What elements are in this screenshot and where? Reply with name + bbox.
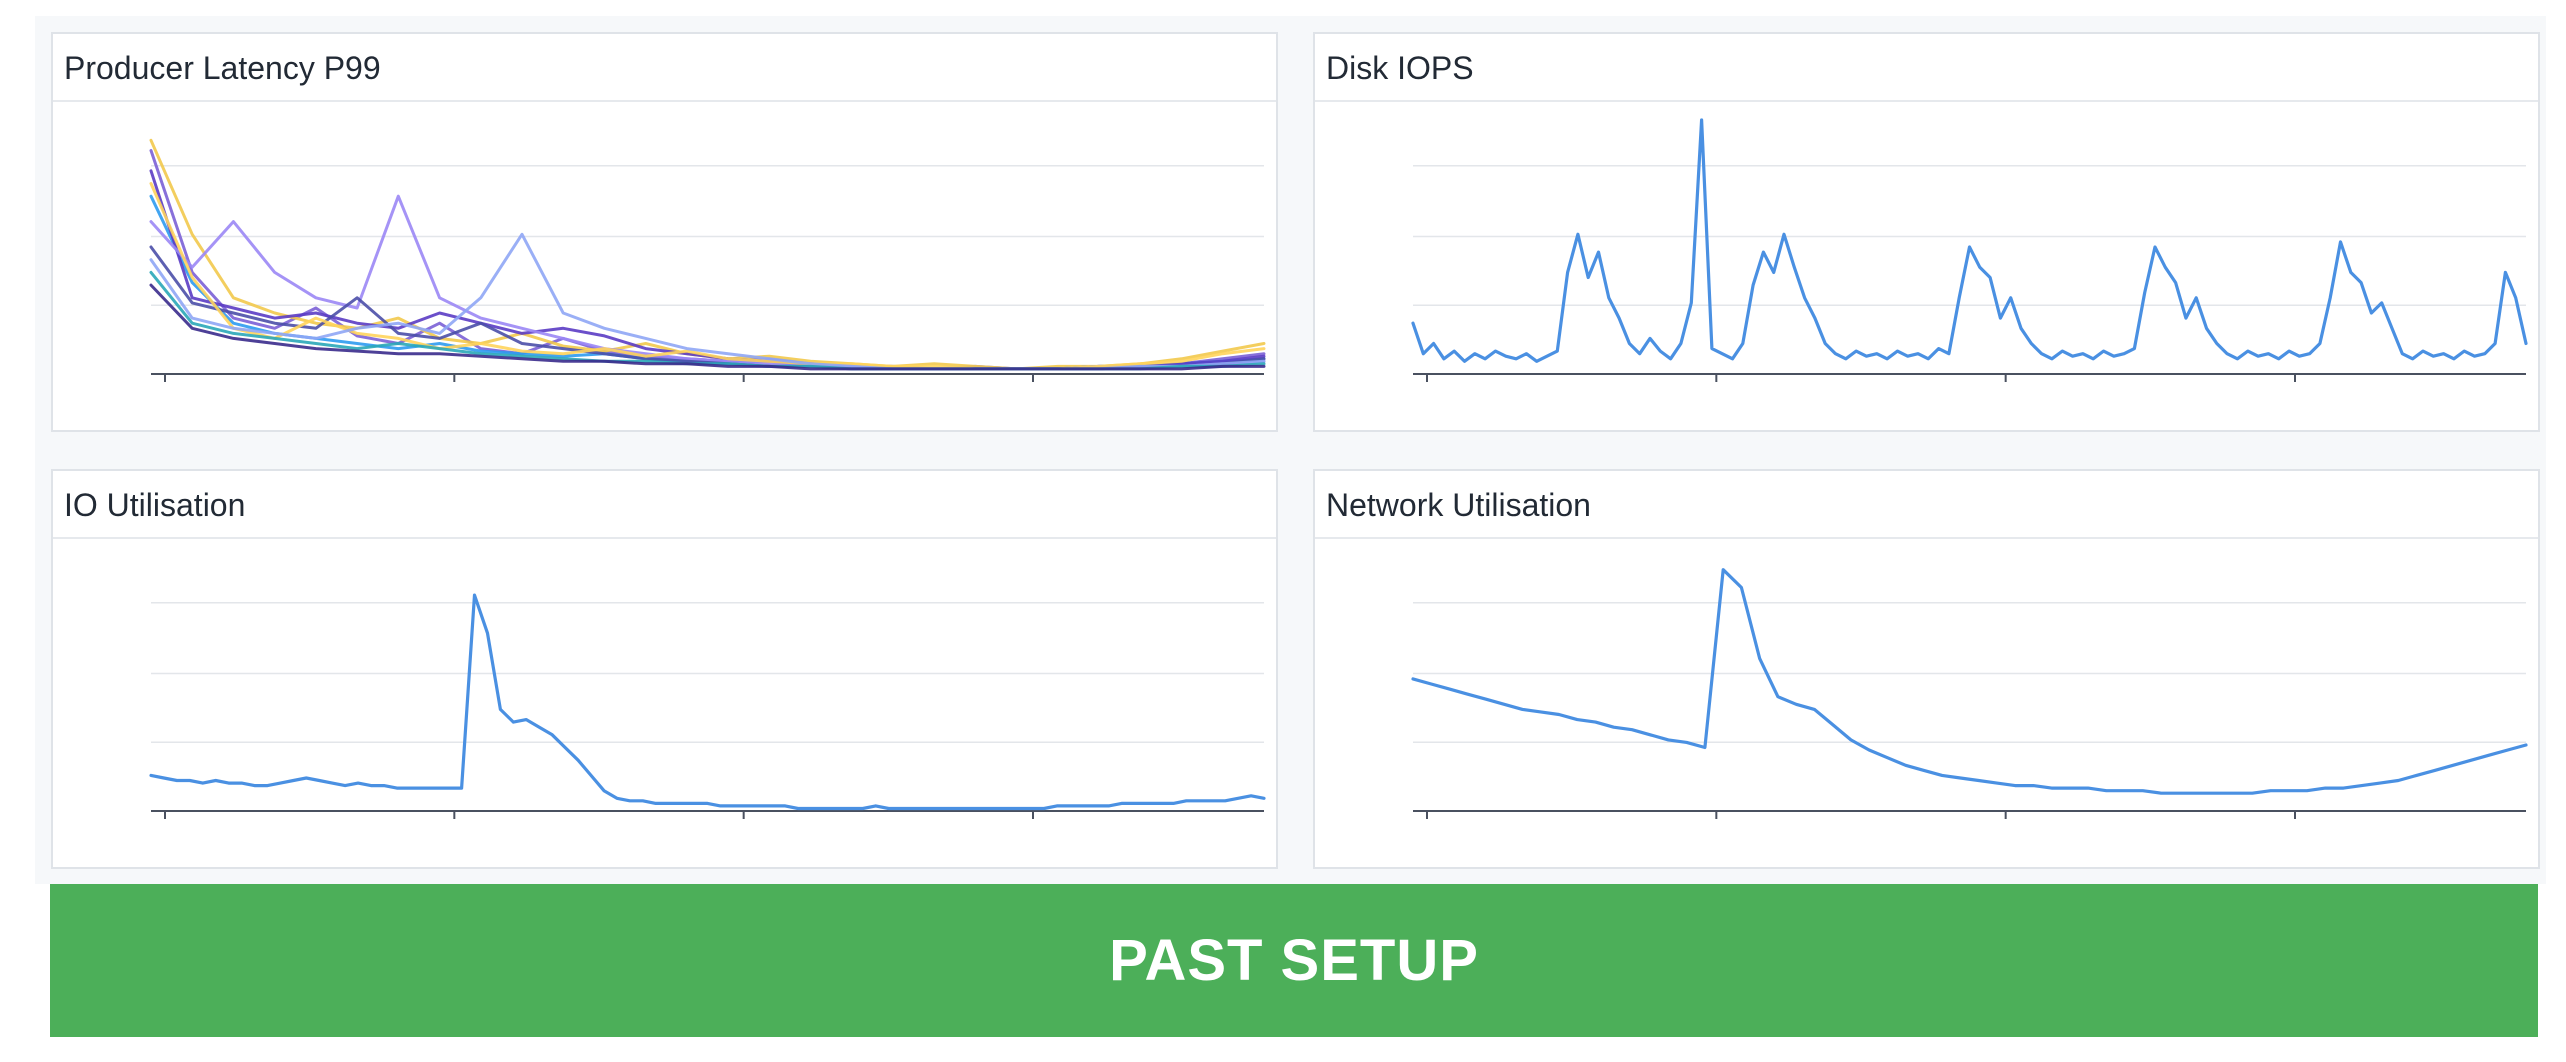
panel-header: IO Utilisation: [53, 471, 1276, 539]
panel-title: IO Utilisation: [64, 487, 246, 523]
series-line: [149, 593, 1266, 811]
banner-label: PAST SETUP: [1109, 928, 1479, 993]
panel-io-utilisation: IO Utilisation: [51, 469, 1278, 869]
series-line: [149, 182, 1266, 371]
past-setup-banner: PAST SETUP: [50, 884, 2538, 1037]
panel-producer-latency: Producer Latency P99: [51, 32, 1278, 432]
chart-io-utilisation: [149, 593, 1266, 819]
panel-disk-iops: Disk IOPS: [1313, 32, 2540, 432]
panel-title: Network Utilisation: [1326, 487, 1591, 523]
chart-producer-latency: [149, 138, 1266, 382]
panel-network-utilisation: Network Utilisation: [1313, 469, 2540, 869]
series-line: [149, 283, 1266, 371]
panel-header: Network Utilisation: [1315, 471, 2538, 539]
series-line: [1411, 118, 2528, 363]
dashboard-grid: Producer Latency P99 Disk IOPS IO Utilis…: [35, 16, 2546, 884]
panel-title: Producer Latency P99: [64, 50, 381, 86]
series-line: [1411, 568, 2528, 795]
panel-header: Producer Latency P99: [53, 34, 1276, 102]
panel-title: Disk IOPS: [1326, 50, 1474, 86]
chart-disk-iops: [1411, 118, 2528, 382]
panel-header: Disk IOPS: [1315, 34, 2538, 102]
series-line: [149, 149, 1266, 371]
series-line: [149, 138, 1266, 371]
chart-network-utilisation: [1411, 568, 2528, 819]
